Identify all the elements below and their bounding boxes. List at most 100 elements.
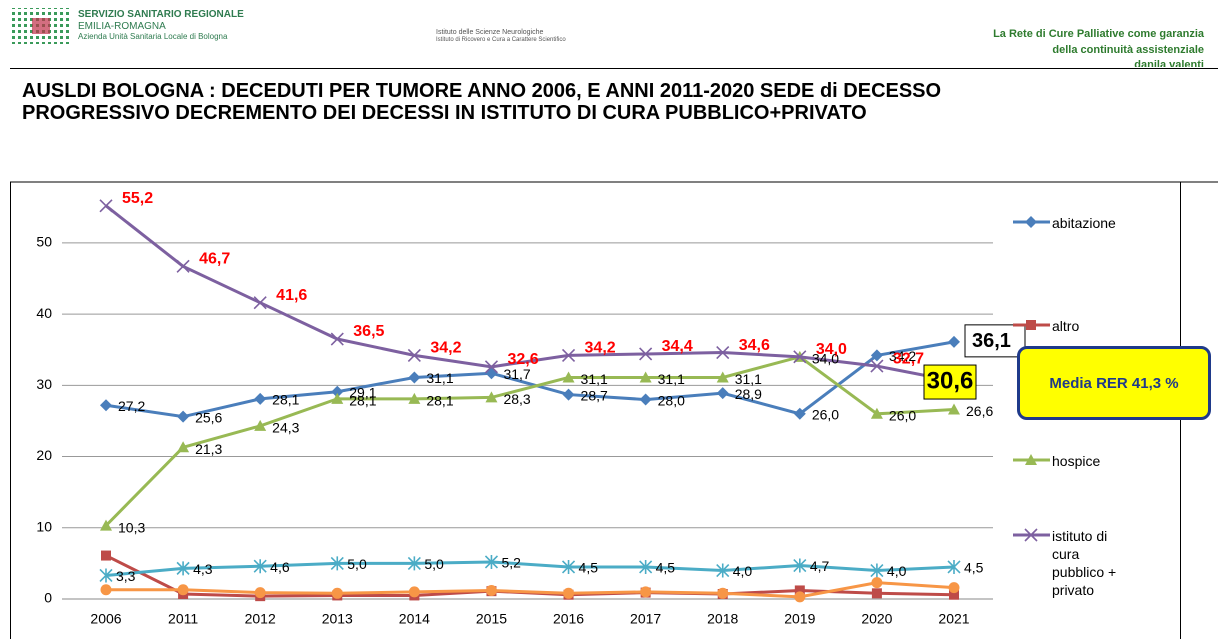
y-tick-label: 20 xyxy=(36,447,52,463)
marker-shape xyxy=(331,385,344,398)
marker xyxy=(331,385,344,398)
data-label: 31,1 xyxy=(735,371,762,387)
line xyxy=(104,355,955,527)
data-label: 4,5 xyxy=(964,560,984,576)
x-tick-label: 2015 xyxy=(476,611,507,627)
y-tick-label: 10 xyxy=(36,518,52,534)
marker xyxy=(408,586,420,598)
label-box xyxy=(964,324,1026,358)
marker-shape xyxy=(793,558,807,573)
data-label: 26,0 xyxy=(812,407,839,423)
marker xyxy=(331,392,344,404)
marker xyxy=(485,391,498,403)
marker-shape xyxy=(253,296,267,310)
data-label: 26,0 xyxy=(889,408,916,424)
marker-shape xyxy=(176,561,190,576)
marker xyxy=(99,568,113,583)
marker xyxy=(253,559,267,574)
data-label: 29,1 xyxy=(349,384,376,400)
marker-shape xyxy=(871,577,883,589)
data-label: 28,1 xyxy=(349,393,376,409)
line xyxy=(106,581,955,599)
marker xyxy=(794,591,806,603)
marker xyxy=(484,554,499,569)
data-label: 4,7 xyxy=(810,558,830,574)
data-label: 24,3 xyxy=(272,420,299,436)
data-label: 34,2 xyxy=(585,340,616,357)
marker-shape xyxy=(485,367,498,380)
data-label: 31,7 xyxy=(503,366,530,382)
annotation: Media RER 41,3 % xyxy=(1017,346,1211,420)
data-label: 28,3 xyxy=(503,391,530,407)
marker-shape xyxy=(485,584,497,596)
marker-shape xyxy=(254,587,266,599)
data-label: 10,3 xyxy=(118,519,145,535)
x-tick-label: 2019 xyxy=(784,611,815,627)
marker xyxy=(716,345,730,360)
marker-shape xyxy=(1026,320,1036,330)
marker-shape xyxy=(794,585,805,596)
marker xyxy=(639,393,652,406)
header-right: della continuità assistenziale xyxy=(1052,44,1204,56)
marker xyxy=(253,296,267,310)
marker-shape xyxy=(177,410,190,423)
x-tick-label: 2016 xyxy=(553,611,584,627)
header-right: La Rete di Cure Palliative come garanzia xyxy=(993,28,1204,40)
marker-shape xyxy=(716,563,730,578)
marker-shape xyxy=(870,563,884,578)
marker-shape xyxy=(99,568,113,583)
line xyxy=(105,204,955,383)
marker-shape xyxy=(947,559,961,574)
marker xyxy=(1025,454,1037,465)
data-label: 30,6 xyxy=(927,367,974,394)
marker-shape xyxy=(793,350,807,364)
marker-shape xyxy=(331,587,343,599)
marker-shape xyxy=(485,391,498,403)
marker-shape xyxy=(639,347,653,361)
marker xyxy=(717,587,729,599)
x-tick-label: 2017 xyxy=(630,611,661,627)
marker xyxy=(176,259,190,273)
x-tick-label: 2013 xyxy=(322,611,353,627)
title: PROGRESSIVO DECREMENTO DEI DECESSI IN IS… xyxy=(22,102,867,124)
marker-shape xyxy=(563,587,575,599)
marker-shape xyxy=(1025,216,1037,228)
marker-shape xyxy=(254,392,267,405)
marker-shape xyxy=(100,399,112,412)
data-label: 32,6 xyxy=(507,351,538,368)
marker xyxy=(1026,320,1036,330)
marker xyxy=(100,584,112,596)
marker xyxy=(99,199,113,213)
marker xyxy=(793,558,807,573)
marker xyxy=(793,350,807,364)
rule xyxy=(10,68,1218,69)
marker xyxy=(947,559,961,574)
marker xyxy=(407,556,421,571)
line xyxy=(105,560,955,577)
marker-shape xyxy=(949,589,959,600)
data-label: 31,1 xyxy=(581,371,608,387)
legend-label: hospice xyxy=(1052,453,1101,469)
data-label: 21,3 xyxy=(195,441,222,457)
logo xyxy=(12,8,70,44)
data-label: 5,2 xyxy=(501,555,521,571)
marker xyxy=(871,588,882,599)
marker xyxy=(177,441,190,453)
marker xyxy=(561,559,576,574)
marker xyxy=(177,410,190,423)
data-label: 34,0 xyxy=(816,341,847,358)
marker xyxy=(716,371,729,383)
marker-shape xyxy=(639,371,652,383)
org: SERVIZIO SANITARIO REGIONALE xyxy=(78,9,244,20)
org: EMILIA-ROMAGNA xyxy=(78,21,166,32)
marker-shape xyxy=(871,588,882,599)
marker xyxy=(330,556,344,571)
data-label: 55,2 xyxy=(122,190,153,207)
marker-shape xyxy=(639,559,653,574)
y-tick-label: 0 xyxy=(44,590,52,606)
marker-shape xyxy=(1024,528,1038,542)
marker xyxy=(1024,528,1038,542)
label-box xyxy=(923,364,977,400)
marker xyxy=(948,582,960,594)
